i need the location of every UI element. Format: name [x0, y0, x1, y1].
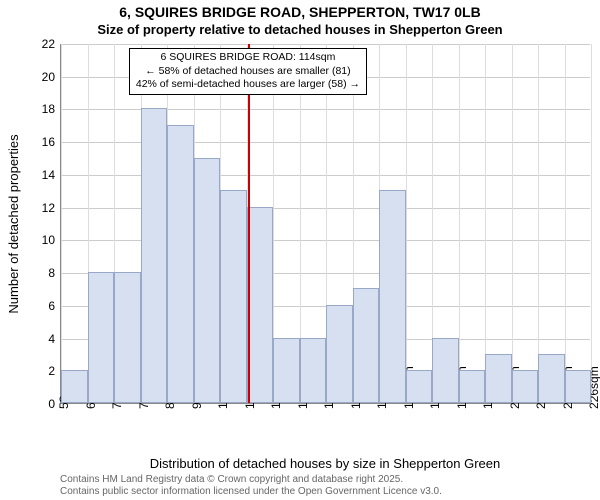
grid-line-v: [61, 44, 62, 403]
histogram-bar: [512, 370, 539, 403]
grid-line-v: [485, 44, 486, 403]
annotation-line-3: 42% of semi-detached houses are larger (…: [136, 78, 360, 92]
grid-line-v: [512, 44, 513, 403]
y-tick-label: 4: [48, 332, 61, 346]
grid-line-v: [591, 44, 592, 403]
chart-title-sub: Size of property relative to detached ho…: [0, 22, 600, 37]
histogram-bar: [485, 354, 512, 403]
y-tick-label: 12: [42, 201, 61, 215]
annotation-line-2: ← 58% of detached houses are smaller (81…: [136, 65, 360, 79]
footer-line-1: Contains HM Land Registry data © Crown c…: [60, 474, 590, 486]
y-axis-label: Number of detached properties: [6, 134, 21, 313]
plot-area: 6 SQUIRES BRIDGE ROAD: 114sqm ← 58% of d…: [60, 44, 590, 404]
chart-container: 6, SQUIRES BRIDGE ROAD, SHEPPERTON, TW17…: [0, 0, 600, 500]
histogram-bar: [406, 370, 433, 403]
y-tick-label: 18: [42, 102, 61, 116]
y-tick-label: 16: [42, 135, 61, 149]
grid-line-v: [565, 44, 566, 403]
footer-line-2: Contains public sector information licen…: [60, 486, 590, 498]
histogram-bar: [326, 305, 353, 403]
histogram-bar: [88, 272, 115, 403]
histogram-bar: [300, 338, 327, 403]
histogram-bar: [167, 125, 194, 403]
histogram-bar: [565, 370, 592, 403]
annotation-line-1: 6 SQUIRES BRIDGE ROAD: 114sqm: [136, 51, 360, 65]
histogram-bar: [194, 158, 221, 403]
reference-line: [248, 44, 250, 403]
histogram-bar: [273, 338, 300, 403]
histogram-bar: [353, 288, 380, 403]
annotation-box: 6 SQUIRES BRIDGE ROAD: 114sqm ← 58% of d…: [129, 48, 367, 95]
histogram-bar: [459, 370, 486, 403]
y-tick-label: 10: [42, 233, 61, 247]
grid-line-v: [538, 44, 539, 403]
grid-line-v: [459, 44, 460, 403]
y-tick-label: 14: [42, 168, 61, 182]
y-tick-label: 22: [42, 37, 61, 51]
histogram-bar: [114, 272, 141, 403]
grid-line-v: [406, 44, 407, 403]
chart-title-main: 6, SQUIRES BRIDGE ROAD, SHEPPERTON, TW17…: [0, 4, 600, 20]
histogram-bar: [220, 190, 247, 403]
histogram-bar: [141, 108, 168, 403]
x-axis-label: Distribution of detached houses by size …: [60, 456, 590, 471]
footer: Contains HM Land Registry data © Crown c…: [60, 474, 590, 498]
y-tick-label: 20: [42, 70, 61, 84]
histogram-bar: [247, 207, 274, 403]
y-tick-label: 8: [48, 266, 61, 280]
histogram-bar: [61, 370, 88, 403]
histogram-bar: [379, 190, 406, 403]
histogram-bar: [432, 338, 459, 403]
y-tick-label: 6: [48, 299, 61, 313]
histogram-bar: [538, 354, 565, 403]
